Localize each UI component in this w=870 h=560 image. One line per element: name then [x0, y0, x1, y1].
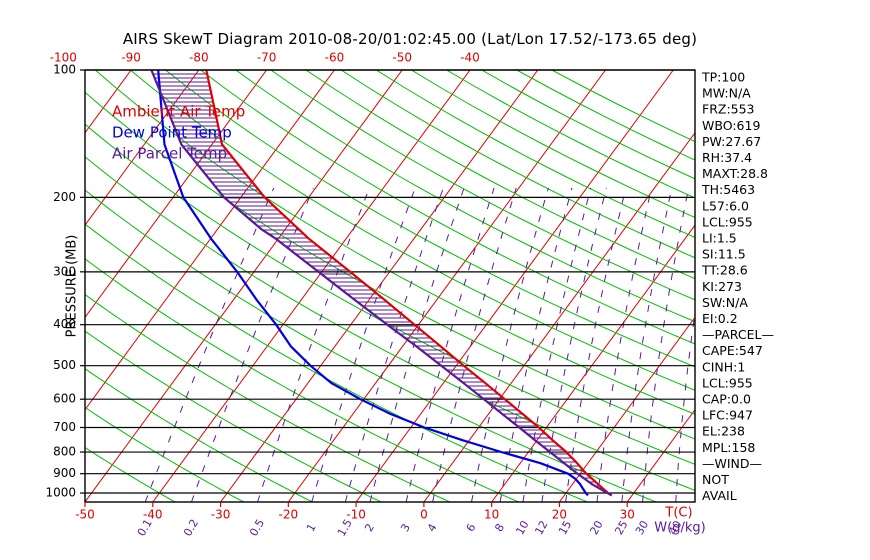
mixing-ratio-tick: 8 [492, 521, 507, 534]
pressure-tick: 1000 [45, 486, 76, 500]
stats-panel-item: FRZ:553 [702, 102, 755, 117]
curve-dewpoint-temp [157, 70, 589, 497]
stats-panel-item: CINH:1 [702, 359, 745, 374]
stats-panel-item: EI:0.2 [702, 311, 738, 326]
stats-panel-item: SW:N/A [702, 295, 748, 310]
mixing-ratio-tick: 3 [398, 521, 413, 534]
pressure-tick: 100 [53, 63, 76, 77]
stats-panel-item: CAPE:547 [702, 343, 763, 358]
mixing-ratio-tick: 40 [666, 518, 684, 537]
stats-panel-item: RH:37.4 [702, 150, 752, 165]
stats-panel-item: LFC:947 [702, 408, 753, 423]
mixing-ratio-tick: 15 [556, 518, 574, 537]
curve-parcel-temp [150, 70, 613, 497]
mixing-ratio-tick: 25 [612, 518, 630, 537]
mixing-ratio-tick: 12 [532, 518, 550, 537]
pressure-tick: 600 [53, 392, 76, 406]
stats-panel-item: L57:6.0 [702, 198, 749, 213]
bottom-temp-tick: 20 [552, 508, 567, 522]
stats-panel-item: EL:238 [702, 424, 745, 439]
legend-ambient-air-temp: Ambient Air Temp [112, 103, 245, 121]
pressure-tick: 500 [53, 358, 76, 372]
axis-title-temperature: T(C) [664, 506, 692, 521]
stats-panel-item: LCL:955 [702, 214, 753, 229]
axis-title-mixing-ratio: W(g/kg) [654, 521, 705, 536]
stats-panel-item: PW:27.67 [702, 134, 761, 149]
stats-panel-item: CAP:0.0 [702, 392, 751, 407]
stats-panel-item: MW:N/A [702, 86, 751, 101]
axis-title-pressure: PRESSURE (MB) [65, 235, 80, 338]
page-title: AIRS SkewT Diagram 2010-08-20/01:02:45.0… [122, 30, 698, 48]
stats-panel-item: MAXT:28.8 [702, 166, 768, 181]
stats-panel-item: LCL:955 [702, 375, 753, 390]
axis-ticks-left: 100 200 300 400 500 600 700 800 900 1000 [45, 63, 85, 500]
stats-panel-item: LI:1.5 [702, 231, 737, 246]
bottom-temp-tick: 30 [620, 508, 635, 522]
bottom-temp-tick: 10 [484, 508, 499, 522]
top-temp-tick: -50 [392, 51, 412, 65]
stats-panel-item: —WIND— [702, 456, 762, 471]
mixing-ratio-tick: 1 [304, 521, 319, 534]
stats-panel-item: NOT [702, 472, 729, 487]
stats-panel-item: WBO:619 [702, 118, 760, 133]
top-temp-tick: -100 [50, 51, 77, 65]
stats-panel-item: TP:100 [701, 70, 745, 85]
mixing-ratio-tick: 30 [633, 518, 651, 537]
top-temp-tick: -70 [257, 51, 277, 65]
bottom-temp-tick: -30 [211, 508, 231, 522]
stats-panel: TP:100MW:N/AFRZ:553WBO:619PW:27.67RH:37.… [701, 70, 774, 504]
stats-panel-item: KI:273 [702, 279, 742, 294]
axis-ticks-bottom: -50 -40 -30 -20 -10 0 10 20 30 [75, 502, 635, 522]
stats-panel-item: —PARCEL— [702, 327, 774, 342]
mixing-ratio-tick: 10 [513, 518, 531, 537]
top-temp-tick: -40 [460, 51, 480, 65]
top-temp-tick: -80 [189, 51, 209, 65]
stats-panel-item: AVAIL [702, 488, 737, 503]
bottom-temp-tick: 0 [420, 508, 428, 522]
bottom-temp-tick: -20 [279, 508, 299, 522]
mixing-ratio-tick: 0.2 [181, 517, 201, 539]
axis-ticks-top: -100 -90 -80 -70 -60 -50 -40 [50, 51, 480, 65]
pressure-tick: 300 [53, 264, 76, 278]
top-temp-tick: -90 [121, 51, 141, 65]
legend-dew-point-temp: Dew Point Temp [112, 124, 232, 142]
pressure-tick: 700 [53, 420, 76, 434]
stats-panel-item: TH:5463 [701, 182, 755, 197]
stats-panel-item: TT:28.6 [701, 263, 748, 278]
plot-border [84, 69, 696, 503]
bottom-temp-tick: -10 [346, 508, 366, 522]
stats-panel-item: MPL:158 [702, 440, 755, 455]
curve-ambient-temp [205, 70, 613, 497]
mixing-ratio-tick: 0.5 [247, 517, 267, 539]
pressure-tick: 200 [53, 190, 76, 204]
mixing-ratio-tick: 2 [362, 521, 377, 534]
stats-panel-item: SI:11.5 [702, 247, 746, 262]
top-temp-tick: -60 [325, 51, 345, 65]
mixing-ratio-tick: 4 [425, 521, 440, 534]
pressure-tick: 400 [53, 317, 76, 331]
pressure-tick: 800 [53, 445, 76, 459]
mixing-ratio-tick: 6 [464, 521, 479, 534]
bottom-temp-tick: -50 [75, 508, 95, 522]
mixing-ratio-tick: 20 [587, 518, 605, 537]
legend-air-parcel-temp: Air Parcel Temp [112, 145, 227, 163]
bottom-temp-tick: -40 [143, 508, 163, 522]
pressure-tick: 900 [53, 466, 76, 480]
